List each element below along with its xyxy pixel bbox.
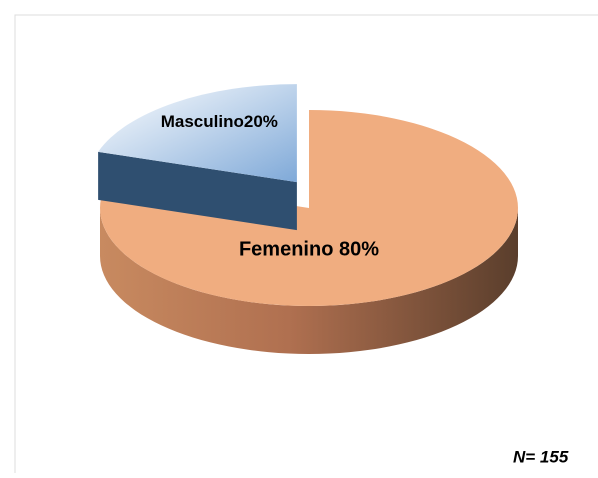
- data-label: Masculino20%: [161, 112, 278, 131]
- slice: [100, 110, 518, 306]
- data-label: Femenino 80%: [239, 238, 379, 260]
- slice: [98, 84, 297, 183]
- frame: [14, 14, 598, 478]
- slice-side: [98, 151, 297, 231]
- annotation: N= 155: [513, 447, 569, 466]
- pie: Femenino 80% Masculino20%: [98, 84, 518, 354]
- slice-side: [100, 208, 518, 354]
